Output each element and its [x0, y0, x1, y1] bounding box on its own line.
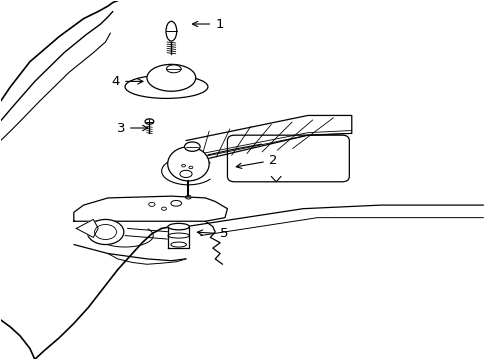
Ellipse shape — [87, 220, 123, 244]
Text: 1: 1 — [192, 18, 224, 31]
Ellipse shape — [184, 142, 200, 151]
Polygon shape — [76, 220, 98, 237]
Text: 3: 3 — [116, 122, 147, 135]
Ellipse shape — [166, 65, 181, 73]
Ellipse shape — [167, 224, 189, 230]
Ellipse shape — [147, 64, 195, 91]
Ellipse shape — [125, 75, 207, 98]
Polygon shape — [167, 226, 189, 248]
Ellipse shape — [167, 147, 209, 181]
Ellipse shape — [145, 119, 154, 124]
Ellipse shape — [165, 21, 176, 41]
Polygon shape — [74, 196, 227, 221]
Text: 2: 2 — [236, 154, 277, 168]
Ellipse shape — [180, 170, 192, 177]
Ellipse shape — [170, 242, 186, 247]
Text: 5: 5 — [197, 227, 228, 240]
FancyBboxPatch shape — [227, 135, 348, 182]
Text: 4: 4 — [112, 75, 142, 88]
Polygon shape — [185, 116, 351, 160]
